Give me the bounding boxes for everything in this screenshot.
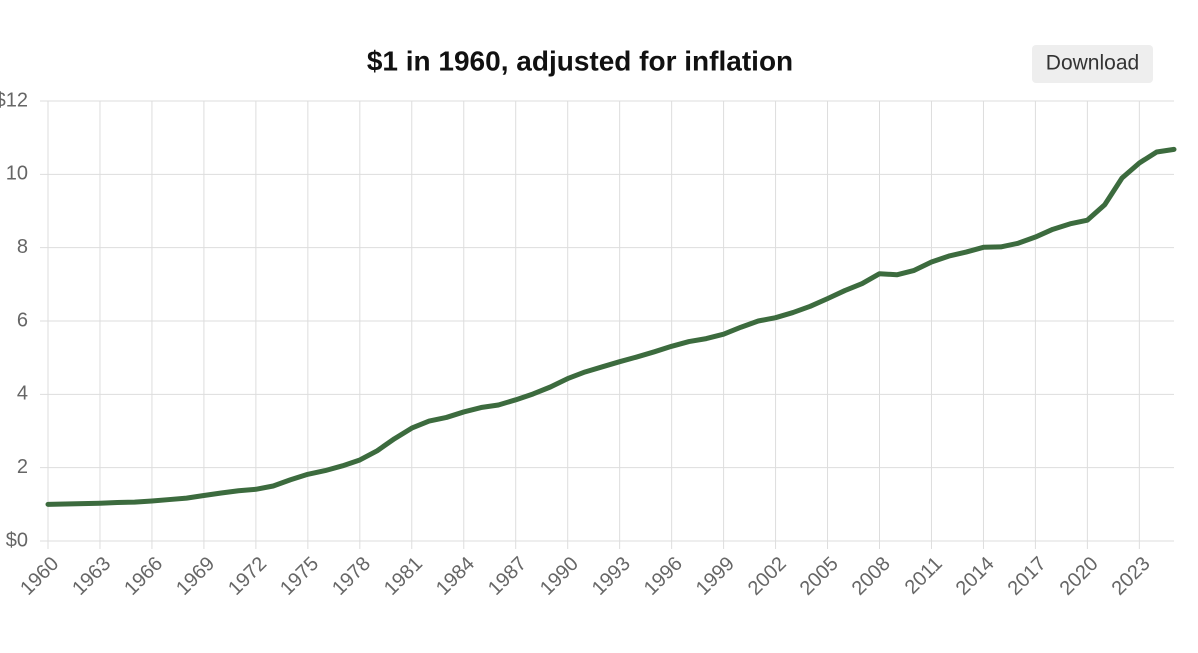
x-tick-label: 1999 (692, 553, 739, 600)
x-tick-label: 2002 (744, 553, 791, 600)
y-tick-label: 8 (17, 236, 28, 258)
chart-title: $1 in 1960, adjusted for inflation (367, 45, 793, 76)
x-tick-label: 2011 (901, 553, 947, 599)
download-button-bg[interactable] (1032, 45, 1153, 83)
x-tick-label: 2005 (796, 553, 843, 600)
y-tick-label: 10 (6, 163, 28, 185)
x-tick-label: 2008 (848, 553, 895, 600)
download-button[interactable]: Download (1032, 45, 1153, 83)
x-tick-label: 1978 (328, 553, 375, 600)
x-tick-label: 2014 (952, 553, 999, 600)
x-tick-label: 1993 (588, 553, 635, 600)
y-tick-label: 2 (17, 456, 28, 478)
x-tick-label: 1972 (224, 553, 271, 600)
y-tick-label: $0 (6, 529, 28, 551)
x-tick-label: 1960 (16, 553, 63, 600)
x-tick-label: 2017 (1004, 553, 1051, 600)
x-tick-label: 1975 (276, 553, 323, 600)
x-tick-label: 1969 (172, 553, 219, 600)
x-tick-label: 2020 (1056, 553, 1103, 600)
x-tick-label: 1996 (640, 553, 687, 600)
download-label[interactable]: Download (1046, 52, 1139, 75)
x-tick-label: 1966 (120, 553, 167, 600)
x-tick-label: 1963 (68, 553, 115, 600)
x-tick-label: 2023 (1108, 553, 1155, 600)
y-tick-label: 6 (17, 309, 28, 331)
line (45, 146, 1177, 507)
x-tick-label: 1987 (484, 553, 531, 600)
y-tick-label: 4 (17, 383, 28, 405)
x-tick-label: 1981 (380, 553, 427, 600)
x-tick-label: 1990 (536, 553, 583, 600)
x-tick-label: 1984 (432, 553, 479, 600)
y-tick-label: $12 (0, 89, 28, 111)
